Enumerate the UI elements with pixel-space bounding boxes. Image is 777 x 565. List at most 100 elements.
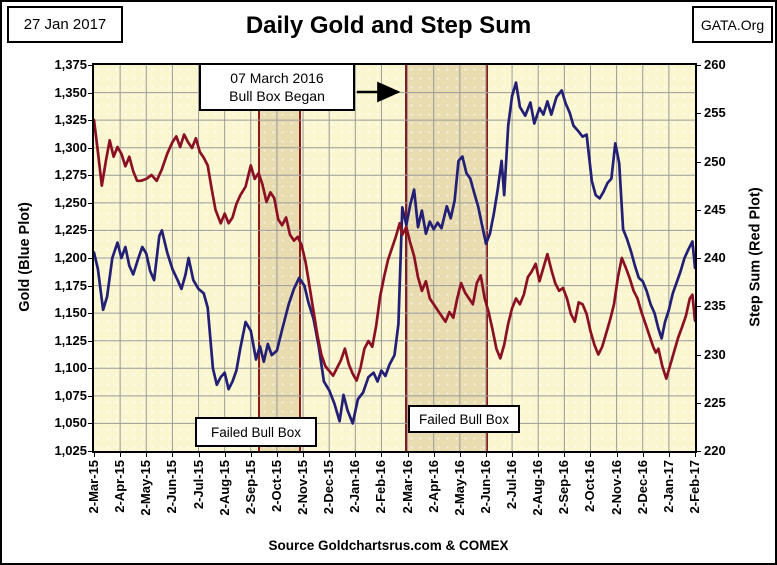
- tick-mark: [564, 451, 566, 457]
- tick-mark: [303, 451, 305, 457]
- tick-mark: [538, 451, 540, 457]
- tick-mark: [642, 451, 644, 457]
- tick-mark: [88, 258, 94, 259]
- x-tick-label: 2-Jul-15: [190, 460, 206, 510]
- tick-mark: [120, 451, 122, 457]
- left-tick-label: 1,200: [54, 250, 87, 265]
- right-tick-label: 245: [704, 201, 726, 217]
- tick-mark: [695, 161, 701, 163]
- x-tick-label: 2-Aug-15: [216, 460, 232, 516]
- tick-mark: [250, 451, 252, 457]
- x-tick-label: 2-Dec-16: [634, 460, 650, 515]
- x-tick-label: 2-Jun-15: [164, 460, 180, 514]
- x-tick-label: 2-Sep-15: [242, 460, 258, 515]
- annotation-line1: 07 March 2016: [230, 69, 324, 86]
- bull-box-began-annotation: 07 March 2016 Bull Box Began: [199, 63, 355, 111]
- left-tick-label: 1,300: [54, 139, 87, 155]
- tick-mark: [172, 451, 174, 457]
- x-tick-label: 2-Mar-16: [399, 460, 415, 514]
- right-tick-label: 235: [704, 298, 726, 314]
- x-tick-label: 2-Jun-16: [477, 460, 493, 514]
- org-box: GATA.Org: [692, 6, 773, 43]
- plot-area: 07 March 2016 Bull Box Began Failed Bull…: [92, 63, 697, 453]
- left-tick-label: 1,250: [54, 194, 87, 210]
- left-tick-label: 1,375: [54, 57, 87, 72]
- x-tick-label: 2-Jan-17: [660, 460, 676, 513]
- tick-mark: [407, 451, 409, 457]
- tick-mark: [88, 92, 94, 94]
- source-text: Source Goldchartsrus.com & COMEX: [268, 538, 509, 553]
- right-tick-label: 220: [704, 443, 726, 458]
- x-tick-label: 2-Oct-16: [582, 460, 598, 513]
- tick-mark: [88, 451, 94, 452]
- tick-mark: [88, 340, 94, 342]
- tick-mark: [88, 230, 94, 232]
- tick-mark: [88, 147, 94, 149]
- x-tick-label: 2-Mar-15: [86, 460, 101, 514]
- right-tick-label: 225: [704, 394, 726, 410]
- x-tick-label: 2-Nov-16: [608, 460, 624, 515]
- failed-bull-box-label-2: Failed Bull Box: [408, 405, 520, 433]
- tick-mark: [695, 451, 696, 457]
- x-tick-label: 2-Aug-16: [530, 460, 546, 516]
- tick-mark: [88, 285, 94, 287]
- chart-title: Daily Gold and Step Sum: [245, 12, 532, 39]
- tick-mark: [88, 368, 94, 370]
- tick-mark: [695, 451, 701, 452]
- plot-svg: [94, 65, 695, 451]
- tick-mark: [329, 451, 331, 457]
- tick-mark: [381, 451, 383, 457]
- tick-mark: [88, 313, 94, 315]
- tick-mark: [590, 451, 592, 457]
- x-tick-label: 2-May-15: [138, 460, 154, 516]
- left-tick-label: 1,225: [54, 222, 87, 238]
- x-tick-label: 2-Apr-15: [112, 460, 128, 513]
- step-sum-line: [94, 118, 695, 382]
- x-tick-label: 2-Sep-16: [556, 460, 572, 515]
- tick-mark: [88, 202, 94, 204]
- date-text: 27 Jan 2017: [23, 16, 107, 33]
- failed-bull-box-label-1: Failed Bull Box: [195, 417, 317, 447]
- gold-line: [94, 81, 695, 425]
- gridlines: [94, 65, 695, 451]
- tick-mark: [512, 451, 514, 457]
- tick-mark: [88, 65, 94, 66]
- tick-mark: [695, 113, 701, 115]
- tick-mark: [695, 402, 701, 404]
- left-tick-label: 1,075: [54, 387, 87, 403]
- left-tick-label: 1,050: [54, 415, 87, 431]
- tick-mark: [198, 451, 200, 457]
- tick-mark: [695, 354, 701, 356]
- x-tick-label: 2-Jul-16: [504, 460, 520, 510]
- tick-mark: [668, 451, 670, 457]
- left-tick-label: 1,100: [54, 360, 87, 376]
- right-tick-label: 240: [704, 250, 726, 265]
- tick-mark: [433, 451, 435, 457]
- x-tick-label: 2-Dec-15: [321, 460, 337, 515]
- tick-mark: [355, 451, 357, 457]
- right-tick-label: 230: [704, 346, 726, 362]
- tick-mark: [88, 423, 94, 425]
- left-tick-label: 1,350: [54, 84, 87, 100]
- tick-mark: [616, 451, 618, 457]
- tick-mark: [88, 175, 94, 177]
- left-tick-label: 1,325: [54, 112, 87, 128]
- annotation-line2: Bull Box Began: [229, 88, 325, 104]
- right-tick-label: 250: [704, 153, 726, 169]
- right-tick-label: 255: [704, 105, 726, 121]
- x-tick-label: 2-Apr-16: [425, 460, 441, 513]
- tick-mark: [88, 120, 94, 122]
- x-tick-label: 2-Nov-15: [295, 460, 311, 515]
- tick-mark: [88, 395, 94, 397]
- x-tick-label: 2-Feb-17: [687, 460, 702, 514]
- date-box: 27 Jan 2017: [7, 6, 123, 43]
- x-tick-label: 2-Oct-15: [268, 460, 284, 513]
- org-text: GATA.Org: [700, 16, 765, 33]
- x-tick-label: 2-Jan-16: [347, 460, 363, 513]
- left-tick-label: 1,150: [54, 305, 87, 321]
- tick-mark: [695, 306, 701, 308]
- left-tick-label: 1,125: [54, 332, 87, 348]
- tick-mark: [276, 451, 278, 457]
- x-tick-label: 2-May-16: [451, 460, 467, 516]
